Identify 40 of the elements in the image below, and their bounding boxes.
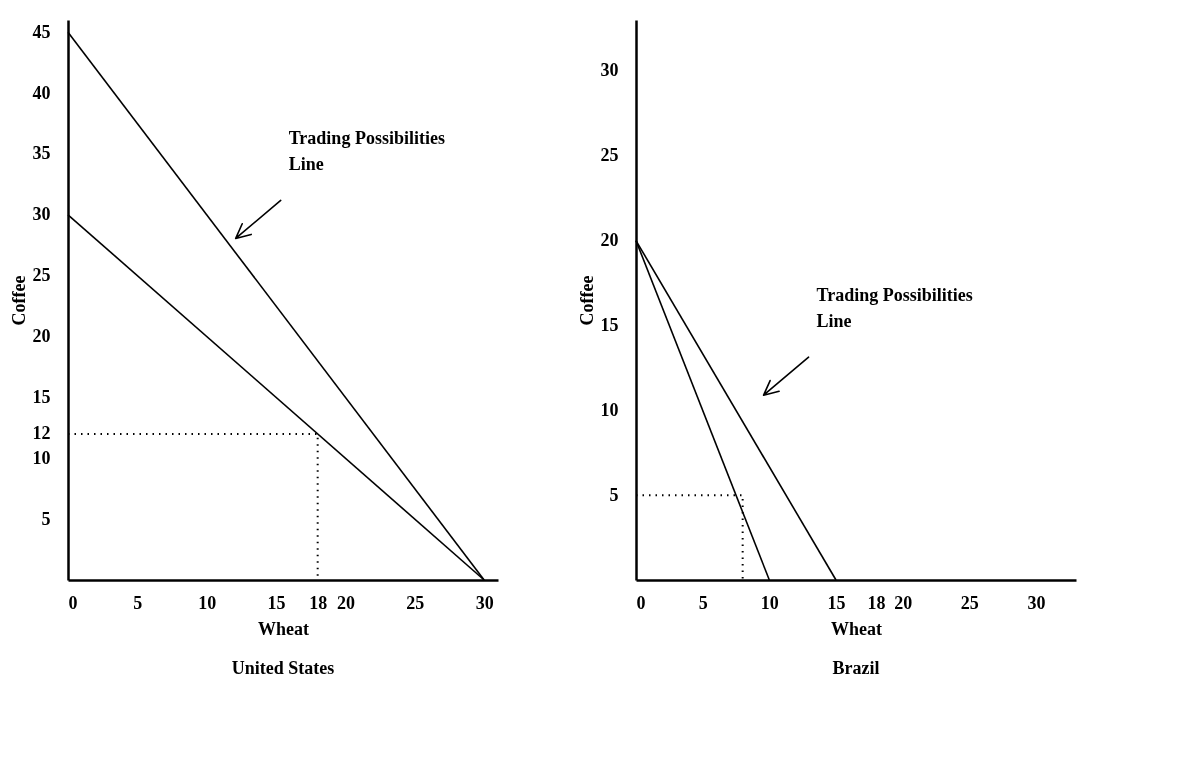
x-tick-label: 25 <box>406 592 425 613</box>
x-tick-label: 18 <box>309 592 328 613</box>
y-tick-label: 10 <box>600 399 619 420</box>
y-tick-label: 40 <box>32 82 51 103</box>
x-tick-label: 15 <box>267 592 286 613</box>
x-tick-label: 10 <box>198 592 217 613</box>
x-tick-label: 5 <box>698 592 708 613</box>
y-tick-label: 20 <box>32 326 51 347</box>
x-axis-title: Wheat <box>831 618 882 639</box>
annotation: Trading Possibilities Line <box>816 285 973 332</box>
y-tick-label: 20 <box>600 230 619 251</box>
y-tick-label: 12 <box>32 423 51 444</box>
y-tick-label: 15 <box>32 386 51 407</box>
y-tick-label: 45 <box>32 21 51 42</box>
x-axis-title: Wheat <box>258 618 309 639</box>
x-tick-label: 5 <box>133 592 143 613</box>
y-tick-label: 30 <box>600 60 619 81</box>
x-tick-label: 20 <box>894 592 913 613</box>
x-tick-label: 18 <box>867 592 886 613</box>
x-tick-label: 0 <box>68 592 78 613</box>
y-tick-label: 25 <box>600 145 619 166</box>
x-tick-label: 10 <box>760 592 779 613</box>
y-tick-label: 5 <box>41 508 51 529</box>
x-tick-label: 0 <box>636 592 646 613</box>
annotation: Trading Possibilities Line <box>288 128 445 175</box>
y-tick-label: 10 <box>32 447 51 468</box>
x-tick-label: 30 <box>1027 592 1046 613</box>
y-axis-title: Coffee <box>8 275 29 326</box>
text: United States <box>231 658 335 678</box>
y-tick-label: 35 <box>32 143 51 164</box>
x-tick-label: 15 <box>827 592 846 613</box>
x-tick-label: 30 <box>475 592 494 613</box>
text: Brazil <box>832 658 880 678</box>
y-tick-label: 25 <box>32 265 51 286</box>
y-axis-title: Coffee <box>576 275 597 326</box>
x-tick-label: 20 <box>336 592 355 613</box>
x-tick-label: 25 <box>960 592 979 613</box>
y-tick-label: 5 <box>609 484 619 505</box>
y-tick-label: 30 <box>32 204 51 225</box>
y-tick-label: 15 <box>600 314 619 335</box>
